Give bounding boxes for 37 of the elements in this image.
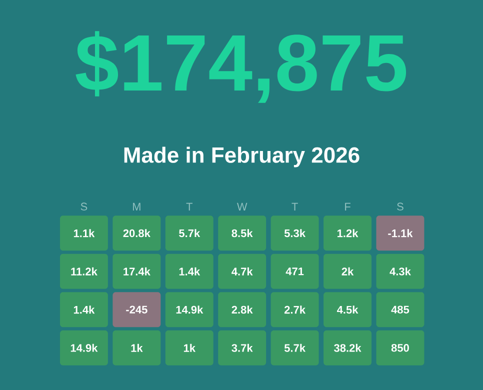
x-tick-label: T [186,202,192,210]
data-label: 5.7k [179,229,200,238]
data-label: 4.7k [232,267,253,276]
data-label: 2.8k [232,306,253,314]
data-label: 485 [391,306,410,314]
data-label: -1.1k [388,229,413,238]
data-label: 4.3k [390,267,411,276]
data-label: 1.4k [74,306,95,314]
data-label: 850 [391,344,409,352]
x-tick-label: S [80,202,88,210]
data-label: 8.5k [232,229,253,238]
data-label: 14.9k [70,344,98,352]
data-label: 38.2k [334,344,362,352]
data-label: 5.3k [284,229,306,238]
data-label: 14.9k [176,306,204,314]
x-tick-label: W [236,202,248,210]
data-label: 20.8k [123,229,150,238]
data-label: 1.2k [338,229,358,238]
data-label: -245 [126,306,148,314]
chart-title: $174,875 [76,31,406,103]
x-tick-label: T [292,202,298,210]
data-label: 1k [131,344,143,352]
data-label: 5.7k [284,344,306,352]
data-label: 1k [184,344,196,352]
data-label: 4.5k [336,306,358,314]
data-label: 3.7k [232,344,253,352]
data-label: 2k [342,267,354,276]
x-tick-label: S [397,202,404,210]
data-label: 1.4k [179,267,200,276]
x-tick-label: F [345,202,350,210]
data-label: 17.4k [124,267,150,276]
x-tick-label: M [133,202,140,210]
chart-subtitle: Made in February 2026 [124,146,360,168]
data-label: 1.1k [74,229,95,238]
data-label: 2.7k [284,306,306,314]
data-label: 471 [286,268,304,276]
data-label: 11.2k [71,267,98,276]
